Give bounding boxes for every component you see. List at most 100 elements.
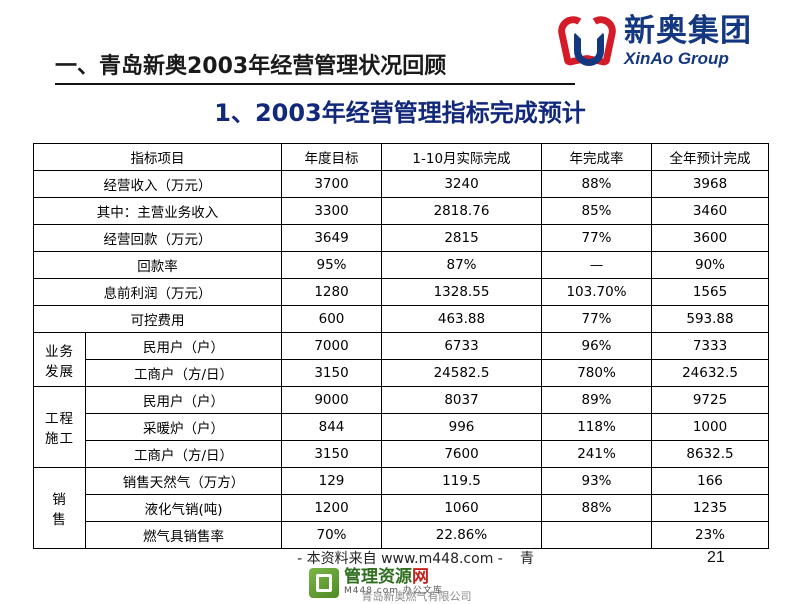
cell-target: 1280: [281, 278, 382, 306]
cell-item: 燃气具销售率: [85, 521, 282, 549]
cell-target: 600: [281, 305, 382, 333]
table-row: 可控费用 600 463.88 77% 593.88: [33, 305, 769, 333]
cell-item: 民用户（户）: [85, 386, 282, 414]
cell-item: 采暖炉（户）: [85, 413, 282, 441]
cell-target: 3649: [281, 224, 382, 252]
watermark: 管理资源网 M448.com 办公文库: [309, 566, 499, 600]
cell-item: 工商户（方/日）: [85, 440, 282, 468]
cell-item: 销售天然气（万方）: [85, 467, 282, 495]
cell-forecast: 593.88: [651, 305, 769, 333]
group-label-sales: 销售: [33, 467, 86, 549]
table-row: 工程 施工 民用户（户） 9000 8037 89% 9725: [33, 386, 769, 468]
table-row: 其中：主营业务收入 3300 2818.76 85% 3460: [33, 197, 769, 225]
watermark-subtitle: M448.com 办公文库: [344, 586, 443, 597]
header-target: 年度目标: [281, 143, 382, 171]
table-row: 回款率 95% 87% — 90%: [33, 251, 769, 279]
logo-name-en: XinAo Group: [624, 48, 729, 68]
watermark-title: 管理资源网: [344, 567, 443, 588]
watermark-text: 管理资源网 M448.com 办公文库: [344, 567, 443, 597]
cell-rate: 241%: [541, 440, 652, 468]
cell-forecast: 3968: [651, 170, 769, 198]
cell-target: 844: [281, 413, 382, 441]
cell-actual: 3240: [381, 170, 542, 198]
table-row: 经营回款（万元） 3649 2815 77% 3600: [33, 224, 769, 252]
table-row: 息前利润（万元） 1280 1328.55 103.70% 1565: [33, 278, 769, 306]
header-actual: 1-10月实际完成: [381, 143, 542, 171]
footer-company: 青岛新奥燃气有限公司: [328, 590, 472, 603]
table-row: 经营收入（万元） 3700 3240 88% 3968: [33, 170, 769, 198]
cell-rate: 118%: [541, 413, 652, 441]
table-row: 销售 销售天然气（万方） 129 119.5 93% 166: [33, 467, 769, 549]
cell-actual: 22.86%: [381, 521, 542, 549]
cell-forecast: 3460: [651, 197, 769, 225]
cell-item: 经营回款（万元）: [33, 224, 282, 252]
logo-name-cn: 新奥集团: [624, 12, 752, 49]
table-row: 采暖炉（户） 844 996 118% 1000: [34, 413, 769, 441]
cell-actual: 7600: [381, 440, 542, 468]
cell-rate: —: [541, 251, 652, 279]
cell-rate: 77%: [541, 224, 652, 252]
cell-item: 民用户（户）: [85, 332, 282, 360]
cell-forecast: 1000: [651, 413, 769, 441]
cell-actual: 1060: [381, 494, 542, 522]
cell-actual: 1328.55: [381, 278, 542, 306]
cell-actual: 24582.5: [381, 359, 542, 387]
cell-actual: 2815: [381, 224, 542, 252]
cell-rate: 89%: [541, 386, 652, 414]
logo-text: 新奥集团 XinAo Group: [624, 12, 752, 68]
company-logo: 新奥集团 XinAo Group: [555, 10, 785, 72]
cell-item: 其中：主营业务收入: [33, 197, 282, 225]
header-forecast: 全年预计完成: [651, 143, 769, 171]
cell-item: 息前利润（万元）: [33, 278, 282, 306]
cell-item: 可控费用: [33, 305, 282, 333]
watermark-title-accent: 网: [412, 567, 429, 588]
cell-forecast: 23%: [651, 521, 769, 549]
cell-forecast: 1235: [651, 494, 769, 522]
cell-forecast: 90%: [651, 251, 769, 279]
table-row: 燃气具销售率 70% 22.86% 23%: [34, 521, 769, 549]
table-header-row: 指标项目 年度目标 1-10月实际完成 年完成率 全年预计完成: [33, 143, 769, 171]
cell-rate: 88%: [541, 494, 652, 522]
cell-item: 经营收入（万元）: [33, 170, 282, 198]
cell-actual: 463.88: [381, 305, 542, 333]
cell-target: 3700: [281, 170, 382, 198]
table-row: 业务 发展 民用户（户） 7000 6733 96% 7333: [33, 332, 769, 387]
cell-target: 7000: [281, 332, 382, 360]
group-label-business-line1: 业务 发展: [45, 343, 74, 380]
cell-actual: 2818.76: [381, 197, 542, 225]
cell-forecast: 1565: [651, 278, 769, 306]
cell-rate: 77%: [541, 305, 652, 333]
cell-forecast: 24632.5: [651, 359, 769, 387]
cell-item: 液化气销(吨): [85, 494, 282, 522]
table-body: 经营收入（万元） 3700 3240 88% 3968 其中：主营业务收入 33…: [33, 170, 769, 549]
group-label-engineering: 工程 施工: [33, 386, 86, 468]
cell-rate: 103.70%: [541, 278, 652, 306]
group-label-business: 业务 发展: [33, 332, 86, 387]
cell-target: 3150: [281, 440, 382, 468]
cell-forecast: 8632.5: [651, 440, 769, 468]
cell-actual: 996: [381, 413, 542, 441]
cell-target: 95%: [281, 251, 382, 279]
cell-rate: 88%: [541, 170, 652, 198]
cell-forecast: 9725: [651, 386, 769, 414]
metrics-table: 指标项目 年度目标 1-10月实际完成 年完成率 全年预计完成 经营收入（万元）…: [33, 143, 769, 549]
cell-actual: 87%: [381, 251, 542, 279]
table-row: 工商户（方/日） 3150 7600 241% 8632.5: [34, 440, 769, 468]
cell-target: 129: [281, 467, 382, 495]
watermark-badge-icon: [309, 568, 339, 598]
page-title: 1、2003年经营管理指标完成预计: [214, 99, 586, 127]
logo-mark-icon: [555, 13, 619, 68]
cell-target: 9000: [281, 386, 382, 414]
cell-target: 70%: [281, 521, 382, 549]
header-rate: 年完成率: [541, 143, 652, 171]
table-row: 工商户（方/日） 3150 24582.5 780% 24632.5: [34, 359, 769, 387]
cell-target: 1200: [281, 494, 382, 522]
cell-rate: 93%: [541, 467, 652, 495]
footer-extra-text: 青: [520, 551, 534, 567]
cell-actual: 6733: [381, 332, 542, 360]
footer-source: - 本资料来自 www.m448.com -: [297, 551, 503, 567]
cell-target: 3300: [281, 197, 382, 225]
header-item: 指标项目: [33, 143, 282, 171]
page-number: 21: [707, 549, 725, 566]
